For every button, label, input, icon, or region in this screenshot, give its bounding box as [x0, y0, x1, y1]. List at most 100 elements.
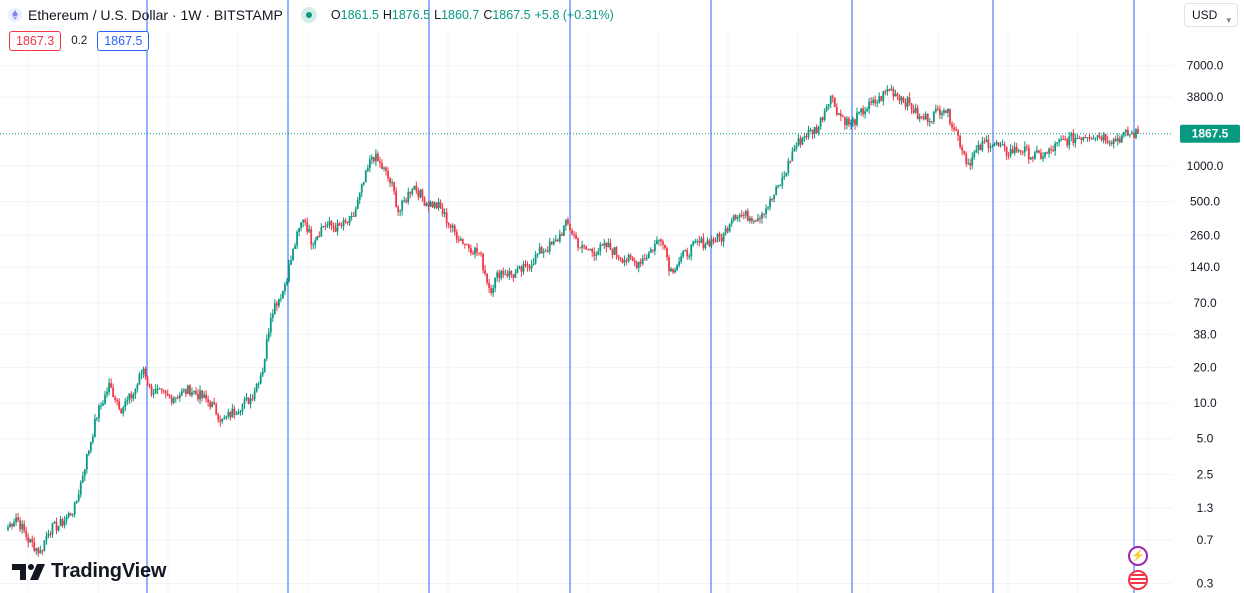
candle-11	[29, 538, 32, 543]
candle-162	[334, 222, 337, 233]
candle-96	[201, 389, 203, 402]
candle-385	[785, 172, 788, 177]
candle-199	[409, 191, 412, 199]
candle-545	[1108, 139, 1111, 147]
candle-6	[19, 517, 22, 533]
lightning-icon[interactable]: ⚡	[1128, 546, 1148, 566]
candle-525	[1068, 131, 1071, 150]
candle-241	[494, 277, 497, 293]
candle-99	[207, 395, 210, 407]
candle-317	[647, 250, 650, 259]
candle-182	[375, 149, 377, 167]
tradingview-logo[interactable]: TradingView	[12, 560, 166, 583]
candle-80	[168, 393, 171, 399]
candle-453	[922, 113, 925, 121]
symbol-title[interactable]: Ethereum / U.S. Dollar · 1W · BITSTAMP	[28, 7, 283, 23]
price-tick-8: 20.0	[1193, 360, 1217, 374]
candle-201	[413, 185, 416, 191]
candle-119	[247, 397, 250, 405]
candle-364	[742, 211, 745, 220]
candle-416	[848, 116, 850, 128]
candle-47	[102, 399, 104, 407]
candle-490	[997, 141, 1000, 147]
chevron-down-icon: ▾	[1226, 15, 1231, 25]
price-tick-11: 2.5	[1197, 467, 1214, 481]
price-axis[interactable]: 7000.0 3800.0 1000.0 500.0 260.0 140.0 70.0 38.…	[1187, 59, 1224, 591]
candle-298	[609, 238, 612, 251]
candle-332	[678, 256, 681, 268]
candle-524	[1066, 137, 1069, 148]
candle-303	[619, 256, 622, 262]
sell-button[interactable]: 1867.3	[9, 31, 62, 51]
candle-478	[973, 150, 976, 160]
candle-537	[1092, 134, 1095, 140]
candle-257	[526, 261, 529, 272]
candle-485	[987, 134, 990, 153]
candle-518	[1054, 141, 1057, 156]
candle-342	[698, 235, 701, 247]
candle-370	[755, 219, 757, 222]
candle-267	[546, 246, 549, 254]
candle-128	[265, 334, 268, 362]
candle-91	[191, 387, 193, 398]
candle-83	[174, 397, 177, 403]
candle-196	[403, 196, 406, 203]
candle-356	[726, 226, 729, 234]
candle-368	[750, 216, 753, 225]
candle-22	[51, 522, 54, 538]
candle-374	[763, 213, 765, 218]
candle-140	[290, 255, 292, 266]
candle-210	[431, 201, 434, 209]
candle-43	[94, 414, 96, 438]
candle-152	[314, 237, 317, 249]
candle-125	[259, 372, 262, 385]
candle-527	[1072, 128, 1075, 147]
candle-337	[688, 253, 691, 260]
candle-232	[476, 243, 478, 257]
candle-175	[360, 183, 363, 198]
candle-117	[243, 396, 246, 409]
candle-138	[286, 278, 288, 286]
spread-value: 0.2	[71, 35, 88, 47]
candle-333	[680, 252, 683, 264]
candle-381	[777, 184, 780, 189]
candle-504	[1025, 144, 1028, 151]
buy-button[interactable]: 1867.5	[97, 31, 150, 51]
candle-97	[203, 391, 205, 399]
candle-287	[587, 248, 590, 251]
candle-26	[59, 515, 62, 527]
candle-414	[843, 116, 846, 131]
price-tick-1: 3800.0	[1187, 90, 1224, 104]
candle-510	[1038, 149, 1040, 154]
currency-selector[interactable]: USD ▾	[1184, 3, 1238, 27]
candle-172	[354, 206, 357, 218]
candle-68	[144, 366, 147, 380]
candle-21	[49, 531, 52, 538]
us-flag-icon[interactable]	[1128, 570, 1148, 590]
candle-253	[518, 265, 521, 270]
candle-546	[1110, 140, 1113, 146]
candle-255	[522, 260, 525, 275]
candle-437	[890, 84, 893, 91]
candle-79	[166, 389, 169, 397]
candle-471	[959, 134, 962, 149]
candle-412	[839, 109, 842, 122]
candle-62	[132, 392, 135, 402]
candle-313	[639, 258, 642, 267]
candle-230	[472, 250, 474, 255]
candle-215	[441, 203, 444, 217]
candle-33	[73, 501, 76, 518]
candle-252	[516, 265, 519, 274]
candle-375	[765, 204, 767, 219]
candle-146	[302, 218, 305, 228]
candle-377	[769, 196, 771, 211]
candle-14	[35, 547, 38, 555]
candle-459	[934, 104, 937, 114]
candle-408	[831, 94, 834, 103]
candle-448	[912, 104, 915, 114]
candle-409	[833, 97, 836, 108]
candle-511	[1040, 148, 1042, 160]
candle-488	[993, 142, 996, 147]
candle-70	[148, 383, 151, 389]
